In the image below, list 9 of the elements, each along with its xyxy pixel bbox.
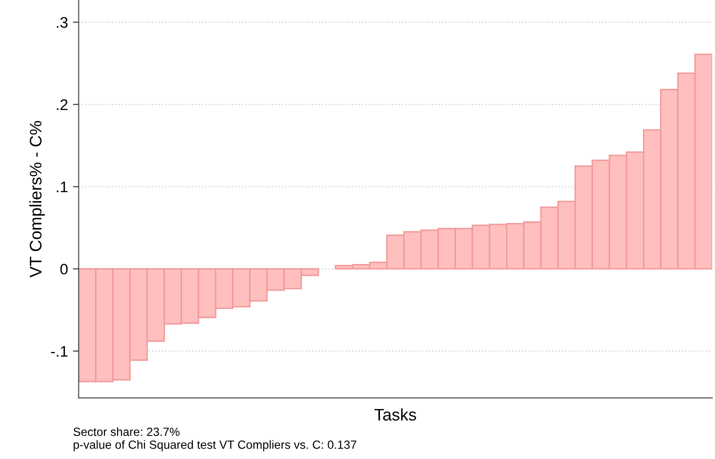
y-tick-label: .1: [56, 182, 68, 192]
y-tick-label: .3: [56, 17, 68, 28]
y-axis-title: VT Compliers% - C%: [29, 121, 45, 278]
text: Sector share: 23.7%: [73, 427, 180, 436]
y-tick-label: .2: [56, 99, 68, 110]
y-tick-label: -.1: [51, 346, 68, 357]
x-axis-title: Tasks: [374, 408, 416, 421]
text: p-value of Chi Squared test VT Compliers vs. C: 0.137: [74, 440, 356, 452]
y-tick-label: 0: [60, 264, 68, 275]
